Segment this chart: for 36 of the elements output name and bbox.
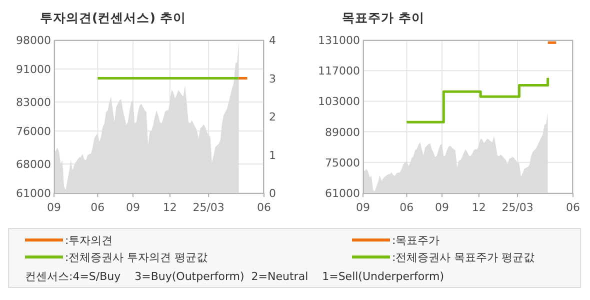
y2-tick-label: 2 xyxy=(269,110,276,124)
x-tick-label: 25/03 xyxy=(192,201,224,214)
x-tick-label: 25/03 xyxy=(502,201,534,214)
x-tick-label: 06 xyxy=(257,201,271,214)
x-tick-label: 09 xyxy=(126,201,140,214)
legend-label: :투자의견 xyxy=(65,234,113,247)
x-tick-label: 06 xyxy=(90,201,105,214)
x-tick-label: 06 xyxy=(400,201,414,214)
y-tick-label: 89000 xyxy=(325,126,360,139)
y2-tick-label: 0 xyxy=(269,187,276,200)
legend-label: :전체증권사 목표주가 평균값 xyxy=(392,251,535,264)
y-tick-label: 61000 xyxy=(325,187,360,200)
y-tick-label: 61000 xyxy=(16,187,51,200)
y-tick-label: 98000 xyxy=(16,34,51,47)
y2-tick-label: 1 xyxy=(269,148,276,162)
chart-title: 투자의견(컨센서스) 추이 xyxy=(40,10,186,25)
y-tick-label: 131000 xyxy=(318,34,360,47)
y2-tick-label: 4 xyxy=(269,34,276,47)
x-tick-label: 12 xyxy=(162,201,177,214)
y2-tick-label: 3 xyxy=(269,72,276,86)
legend-label: :목표주가 xyxy=(392,234,440,247)
y-tick-label: 117000 xyxy=(318,64,360,78)
x-tick-label: 09 xyxy=(434,201,449,214)
x-tick-label: 12 xyxy=(472,201,486,214)
y-tick-label: 83000 xyxy=(16,96,51,110)
x-tick-label: 09 xyxy=(356,201,370,214)
x-tick-label: 06 xyxy=(566,201,580,214)
legend-label: :전체증권사 투자의견 평균값 xyxy=(65,251,208,264)
y-tick-label: 75000 xyxy=(325,156,360,170)
y-tick-label: 68000 xyxy=(16,158,51,172)
y-tick-label: 103000 xyxy=(318,95,360,108)
y-tick-label: 76000 xyxy=(16,124,51,138)
x-tick-label: 09 xyxy=(47,201,61,214)
chart-title: 목표주가 추이 xyxy=(342,10,424,25)
text: 컨센서스:4=S/Buy 3=Buy(Outperform) 2=Neutral 1=Sell(Underperform) xyxy=(25,270,444,283)
y-tick-label: 91000 xyxy=(16,62,51,76)
